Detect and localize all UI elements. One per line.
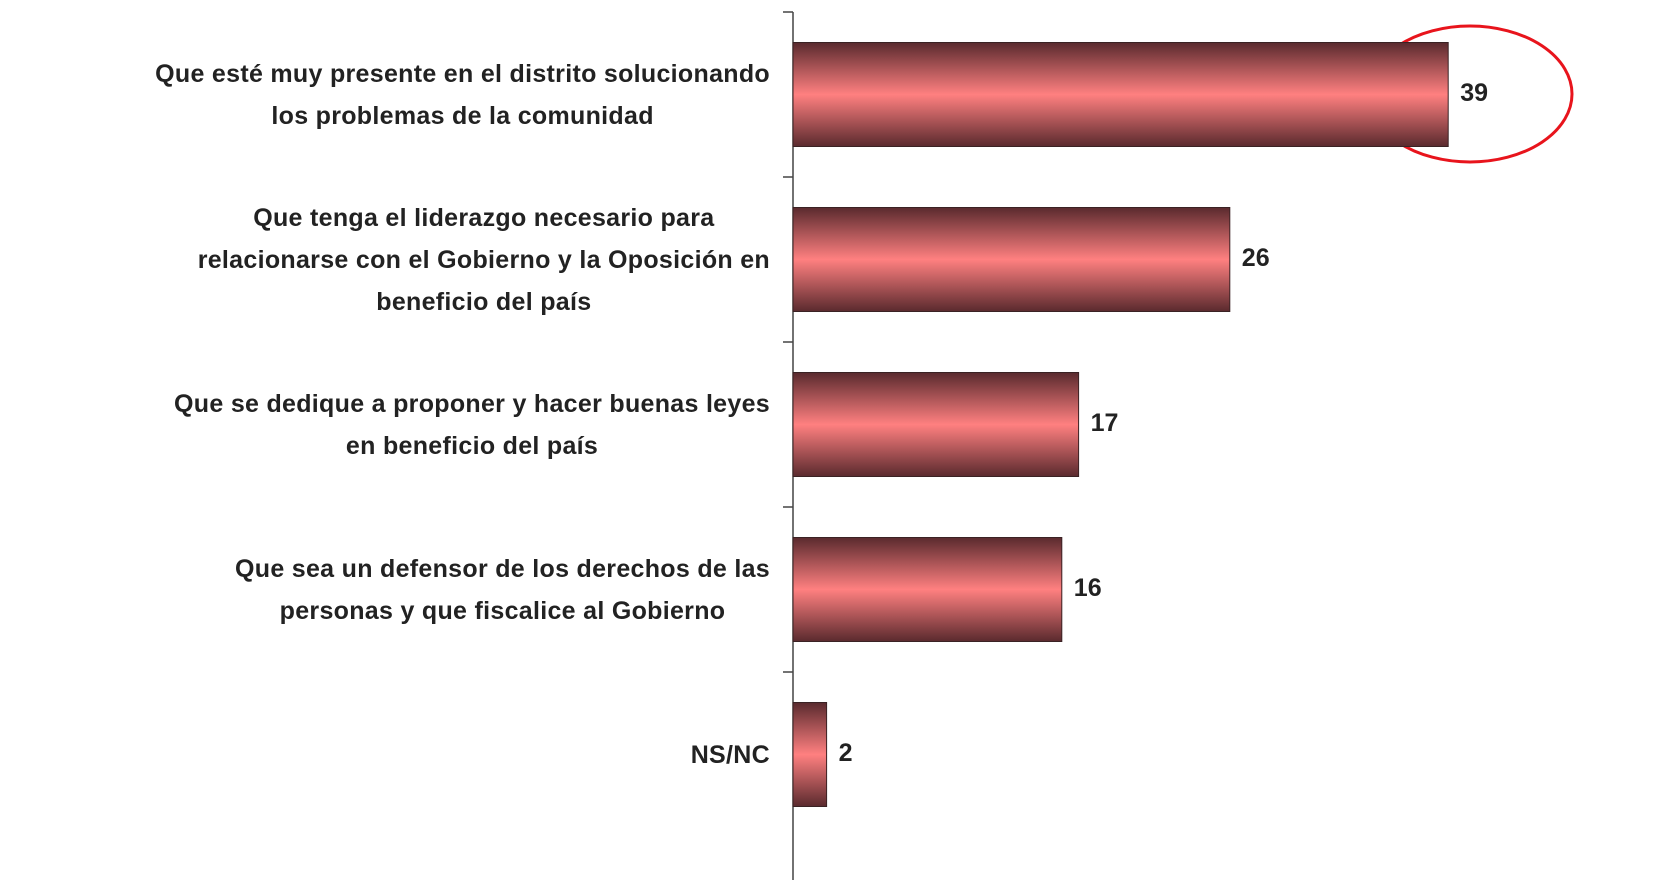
value-label: 39 [1460, 79, 1488, 107]
bar [792, 42, 1449, 147]
value-label: 26 [1242, 244, 1270, 272]
value-label: 17 [1091, 409, 1119, 437]
bar [792, 702, 828, 807]
bar [792, 537, 1063, 642]
category-label-box: NS/NC [691, 672, 770, 837]
category-label: Que esté muy presente en el distrito sol… [155, 59, 770, 130]
value-label: 16 [1074, 574, 1102, 602]
category-label-box: Que esté muy presente en el distrito sol… [155, 12, 770, 177]
category-label-box: Que tenga el liderazgo necesario para re… [198, 177, 770, 342]
value-label: 2 [839, 739, 853, 767]
category-label: Que se dedique a proponer y hacer buenas… [174, 389, 770, 460]
category-label: Que sea un defensor de los derechos de l… [235, 554, 770, 625]
category-label-box: Que sea un defensor de los derechos de l… [235, 507, 770, 672]
category-label: NS/NC [690, 740, 770, 769]
category-label: Que tenga el liderazgo necesario para re… [197, 203, 770, 316]
category-label-box: Que se dedique a proponer y hacer buenas… [174, 342, 770, 507]
bar [792, 207, 1231, 312]
bar [792, 372, 1080, 477]
